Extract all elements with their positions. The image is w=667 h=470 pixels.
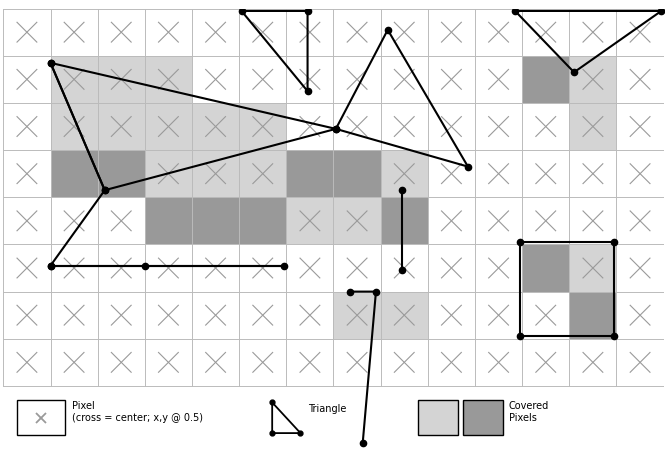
Bar (286, 150, 334, 197)
Bar (51, 103, 97, 150)
Bar (97, 150, 145, 197)
Bar (522, 244, 570, 291)
Bar (97, 56, 145, 103)
Bar (192, 197, 239, 244)
Bar (145, 150, 192, 197)
Bar (239, 150, 286, 197)
Bar (570, 244, 616, 291)
Bar (239, 103, 286, 150)
Bar (145, 197, 192, 244)
Bar (239, 197, 286, 244)
Bar (334, 197, 381, 244)
Bar (418, 400, 458, 436)
Bar (97, 103, 145, 150)
Bar (192, 103, 239, 150)
Bar (463, 400, 504, 436)
Bar (286, 197, 334, 244)
Bar (381, 197, 428, 244)
Bar (145, 56, 192, 103)
Bar (51, 150, 97, 197)
Bar (522, 56, 570, 103)
Text: Triangle: Triangle (307, 404, 346, 414)
Bar (381, 150, 428, 197)
Bar (334, 291, 381, 339)
Text: Covered
Pixels: Covered Pixels (509, 401, 549, 423)
Bar (334, 150, 381, 197)
Bar (51, 56, 97, 103)
Bar (145, 103, 192, 150)
Bar (570, 103, 616, 150)
Bar (570, 291, 616, 339)
Text: Pixel
(cross = center; x,y @ 0.5): Pixel (cross = center; x,y @ 0.5) (72, 401, 203, 423)
Bar (381, 291, 428, 339)
Bar (570, 56, 616, 103)
Bar (17, 400, 65, 436)
Bar (192, 150, 239, 197)
